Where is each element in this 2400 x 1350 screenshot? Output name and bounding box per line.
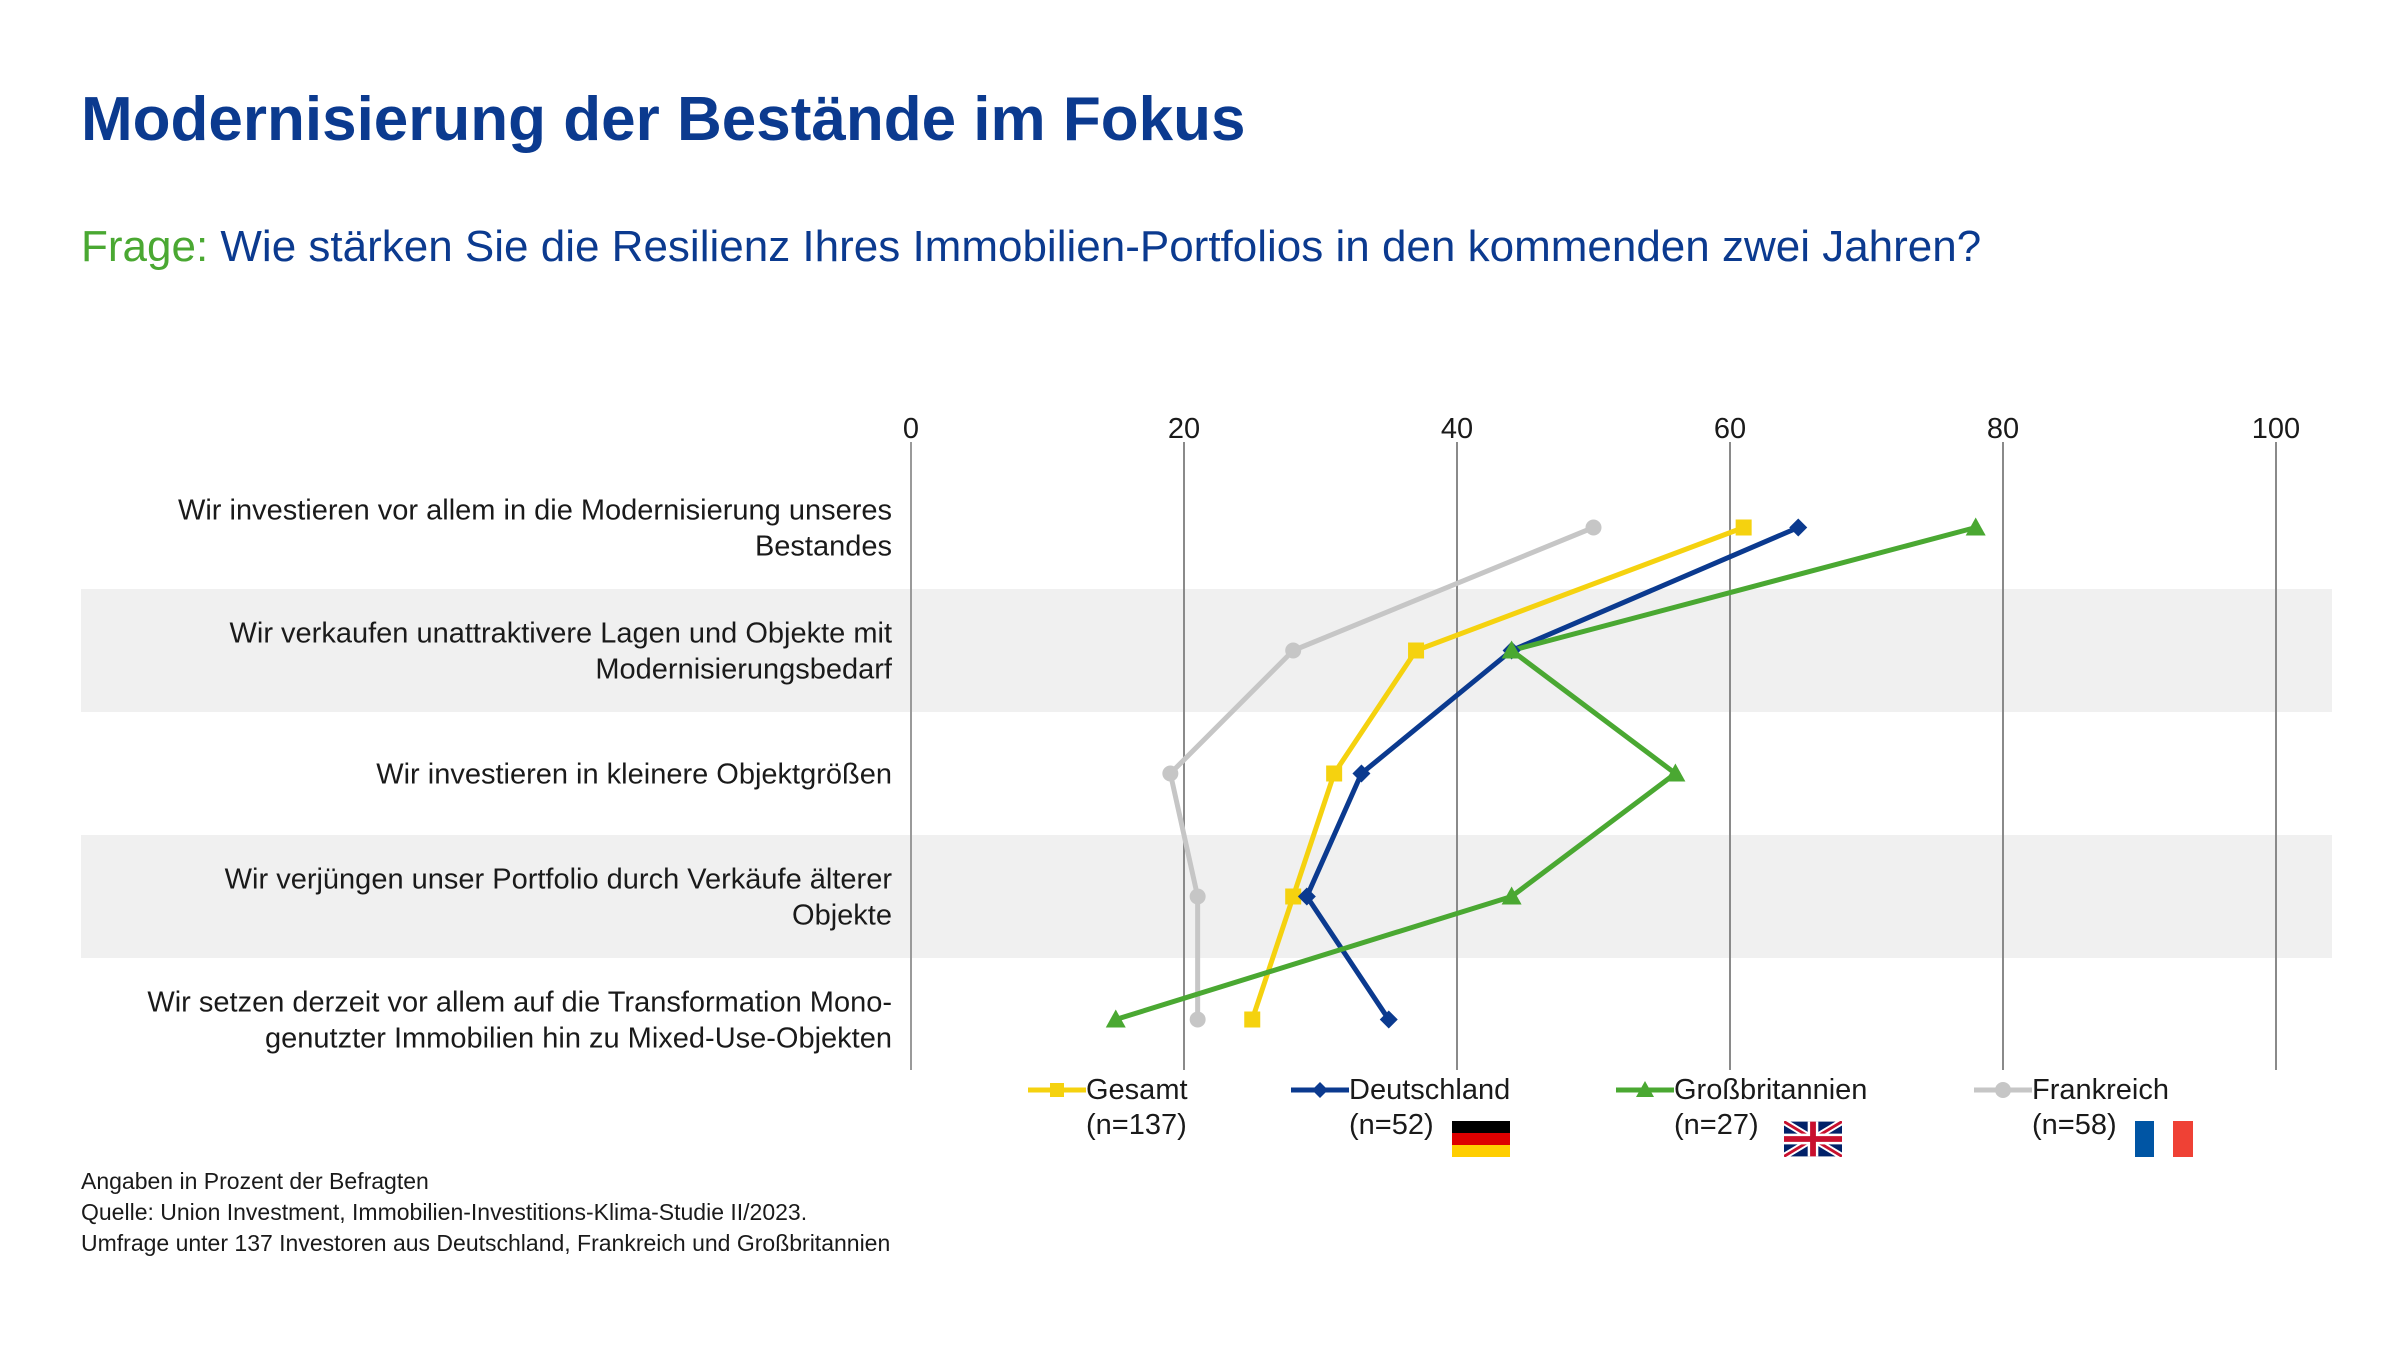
data-point-deutschland [1297, 887, 1316, 906]
category-label: Bestandes [755, 531, 892, 563]
legend-swatch [1291, 1082, 1349, 1098]
data-point-großbritannien [1501, 886, 1522, 905]
row-band [81, 589, 2332, 712]
germany-flag [1452, 1121, 1510, 1166]
page-title: Modernisierung der Bestände im Fokus [81, 85, 1246, 154]
data-point-großbritannien [1965, 517, 1986, 536]
x-tick-label: 80 [1987, 413, 2019, 445]
data-point-deutschland [1379, 1010, 1398, 1029]
data-point-gesamt [1326, 765, 1343, 782]
france-flag [2135, 1121, 2193, 1166]
footnote-line-unit: Angaben in Prozent der Befragten [81, 1168, 429, 1194]
data-point-großbritannien [1665, 763, 1686, 782]
legend-sample-size: (n=137) [1086, 1109, 1187, 1141]
data-point-großbritannien [1105, 1009, 1126, 1028]
category-label: Wir investieren in kleinere Objektgrößen [376, 759, 892, 791]
question-line: Frage: Wie stärken Sie die Resilienz Ihr… [81, 222, 1981, 272]
data-point-deutschland [1352, 764, 1371, 783]
question-prefix: Frage: [81, 222, 209, 271]
x-tick-label: 100 [2252, 413, 2300, 445]
legend-label: Deutschland [1349, 1074, 1511, 1106]
data-point-großbritannien [1501, 640, 1522, 659]
x-tick-label: 60 [1714, 413, 1746, 445]
category-label: Modernisierungsbedarf [595, 654, 893, 686]
legend-swatch [1028, 1083, 1086, 1097]
row-band [81, 835, 2332, 958]
category-label: Wir setzen derzeit vor allem auf die Tra… [147, 987, 892, 1019]
footnote: Angaben in Prozent der Befragten Quelle:… [81, 1166, 890, 1259]
data-point-gesamt [1244, 1011, 1261, 1028]
legend-label: Frankreich [2032, 1074, 2169, 1106]
x-tick-label: 40 [1441, 413, 1473, 445]
data-point-frankreich [1585, 519, 1602, 536]
footnote-line-source: Quelle: Union Investment, Immobilien-Inv… [81, 1199, 808, 1225]
data-point-frankreich [1189, 888, 1206, 905]
legend-label: Großbritannien [1674, 1074, 1868, 1106]
category-label: Wir verkaufen unattraktivere Lagen und O… [230, 618, 893, 650]
legend-label: Gesamt [1086, 1074, 1188, 1106]
question-text: Wie stärken Sie die Resilienz Ihres Immo… [220, 222, 1982, 271]
data-point-frankreich [1189, 1011, 1206, 1028]
legend-swatch [1974, 1082, 2032, 1098]
data-point-gesamt [1285, 888, 1302, 905]
footnote-line-survey: Umfrage unter 137 Investoren aus Deutsch… [81, 1230, 891, 1256]
data-point-frankreich [1162, 765, 1179, 782]
data-point-frankreich [1285, 642, 1302, 659]
legend-sample-size: (n=27) [1674, 1109, 1759, 1141]
data-point-gesamt [1408, 642, 1425, 659]
category-label: genutzter Immobilien hin zu Mixed-Use-Ob… [265, 1023, 892, 1055]
data-point-deutschland [1789, 518, 1808, 537]
category-label: Wir investieren vor allem in die Moderni… [178, 495, 892, 527]
legend-sample-size: (n=52) [1349, 1109, 1434, 1141]
data-point-gesamt [1735, 519, 1752, 536]
legend-swatch [1616, 1081, 1674, 1097]
category-label: Objekte [792, 900, 892, 932]
category-label: Wir verjüngen unser Portfolio durch Verk… [225, 864, 893, 896]
legend-sample-size: (n=58) [2032, 1109, 2117, 1141]
uk-flag [1782, 1118, 1844, 1166]
x-tick-label: 20 [1168, 413, 1200, 445]
x-tick-label: 0 [903, 413, 919, 445]
